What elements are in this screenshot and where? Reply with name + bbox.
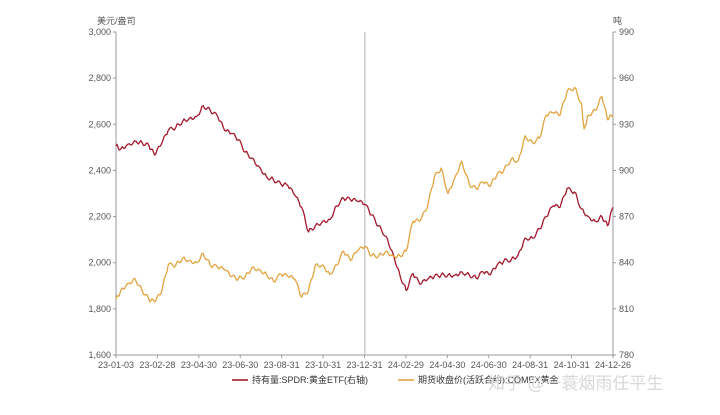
- x-tick-label: 23-10-31: [305, 360, 341, 370]
- left-tick-label: 1,800: [88, 304, 111, 314]
- left-tick-label: 1,600: [88, 350, 111, 360]
- x-tick-label: 23-12-31: [346, 360, 382, 370]
- x-tick-label: 24-12-26: [595, 360, 631, 370]
- left-axis: 美元/盎司 1,600 1,800 2,000 2,200 2,400 2,600 2,80…: [88, 15, 135, 360]
- x-tick-label: 23-04-30: [181, 360, 217, 370]
- x-tick-label: 23-06-30: [222, 360, 258, 370]
- x-tick-label: 24-08-31: [512, 360, 548, 370]
- left-tick-label: 3,000: [88, 27, 111, 37]
- right-tick-label: 780: [619, 350, 634, 360]
- x-tick-label: 23-01-03: [98, 360, 134, 370]
- left-tick-label: 2,000: [88, 258, 111, 268]
- watermark: 知乎 @一蓑烟雨任平生: [488, 374, 663, 394]
- x-tick-label: 24-06-30: [471, 360, 507, 370]
- right-tick-label: 960: [619, 73, 634, 83]
- right-tick-label: 840: [619, 258, 634, 268]
- legend-label-comex: 期货收盘价(活跃合约):COMEX黄金: [418, 374, 559, 385]
- x-tick-label: 23-08-31: [264, 360, 300, 370]
- right-axis: 吨 780 810 840 870 900 930 960 990: [612, 15, 634, 360]
- left-tick-label: 2,400: [88, 165, 111, 175]
- legend: 持有量:SPDR:黄金ETF(右轴) 期货收盘价(活跃合约):COMEX黄金: [232, 374, 559, 385]
- x-tick-label: 24-02-29: [388, 360, 424, 370]
- x-tick-label: 24-10-31: [554, 360, 590, 370]
- right-axis-unit: 吨: [613, 15, 622, 26]
- right-tick-label: 900: [619, 165, 634, 175]
- left-axis-unit: 美元/盎司: [97, 15, 136, 26]
- series-line-comex-gold: [115, 86, 614, 303]
- legend-label-spdr: 持有量:SPDR:黄金ETF(右轴): [252, 374, 368, 385]
- left-tick-label: 2,600: [88, 119, 111, 129]
- x-tick-label: 23-02-28: [139, 360, 175, 370]
- right-tick-label: 810: [619, 304, 634, 314]
- plot-area: 23-01-03 23-02-28 23-04-30 23-06-30 23-08-31…: [98, 32, 631, 370]
- right-tick-label: 990: [619, 27, 634, 37]
- left-tick-label: 2,200: [88, 212, 111, 222]
- right-tick-label: 930: [619, 119, 634, 129]
- x-tick-label: 24-04-30: [429, 360, 465, 370]
- series-line-spdr-holdings: [115, 105, 614, 292]
- right-tick-label: 870: [619, 212, 634, 222]
- left-tick-label: 2,800: [88, 73, 111, 83]
